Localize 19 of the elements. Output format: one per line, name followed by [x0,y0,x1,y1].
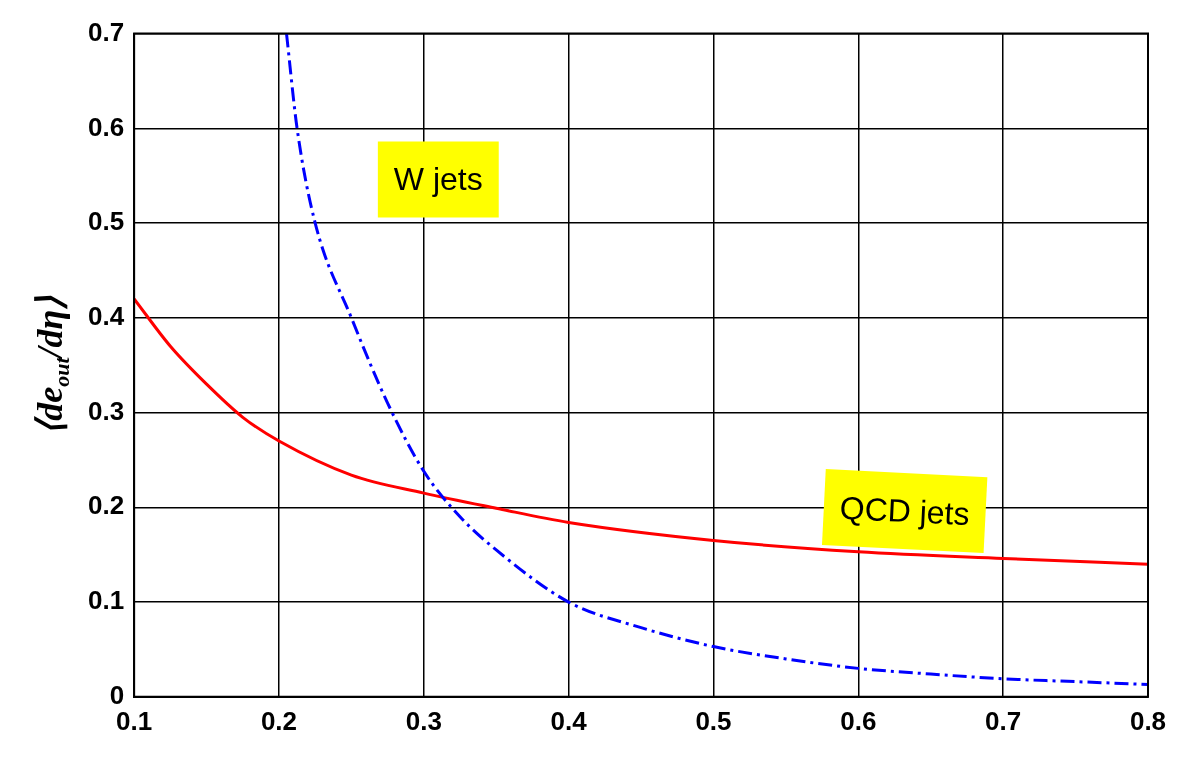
x-tick-label: 0.4 [550,705,588,736]
line-series [134,297,1148,566]
y-tick-label: 0.7 [87,16,125,47]
line-series [285,33,1148,686]
y-tick-label: 0.2 [87,490,125,521]
x-tick-label: 0.5 [695,705,732,736]
y-tick-label: 0.3 [87,395,125,426]
x-tick-label: 0.8 [1129,705,1167,736]
y-tick-label: 0.1 [87,585,125,616]
x-tick-label: 0.3 [405,705,442,736]
x-tick-label: 0.7 [985,705,1022,736]
y-tick-label: 0.6 [87,111,125,142]
y-tick-label: 0.5 [87,206,125,237]
text: W jets [393,161,483,198]
x-tick-label: 0.2 [260,705,298,736]
y-tick-label: 0.4 [87,301,125,331]
series-label: QCD jets [839,489,971,533]
y-axis-title: ⟨deout/dη⟩ [30,294,74,435]
x-tick-label: 0.6 [840,705,877,736]
